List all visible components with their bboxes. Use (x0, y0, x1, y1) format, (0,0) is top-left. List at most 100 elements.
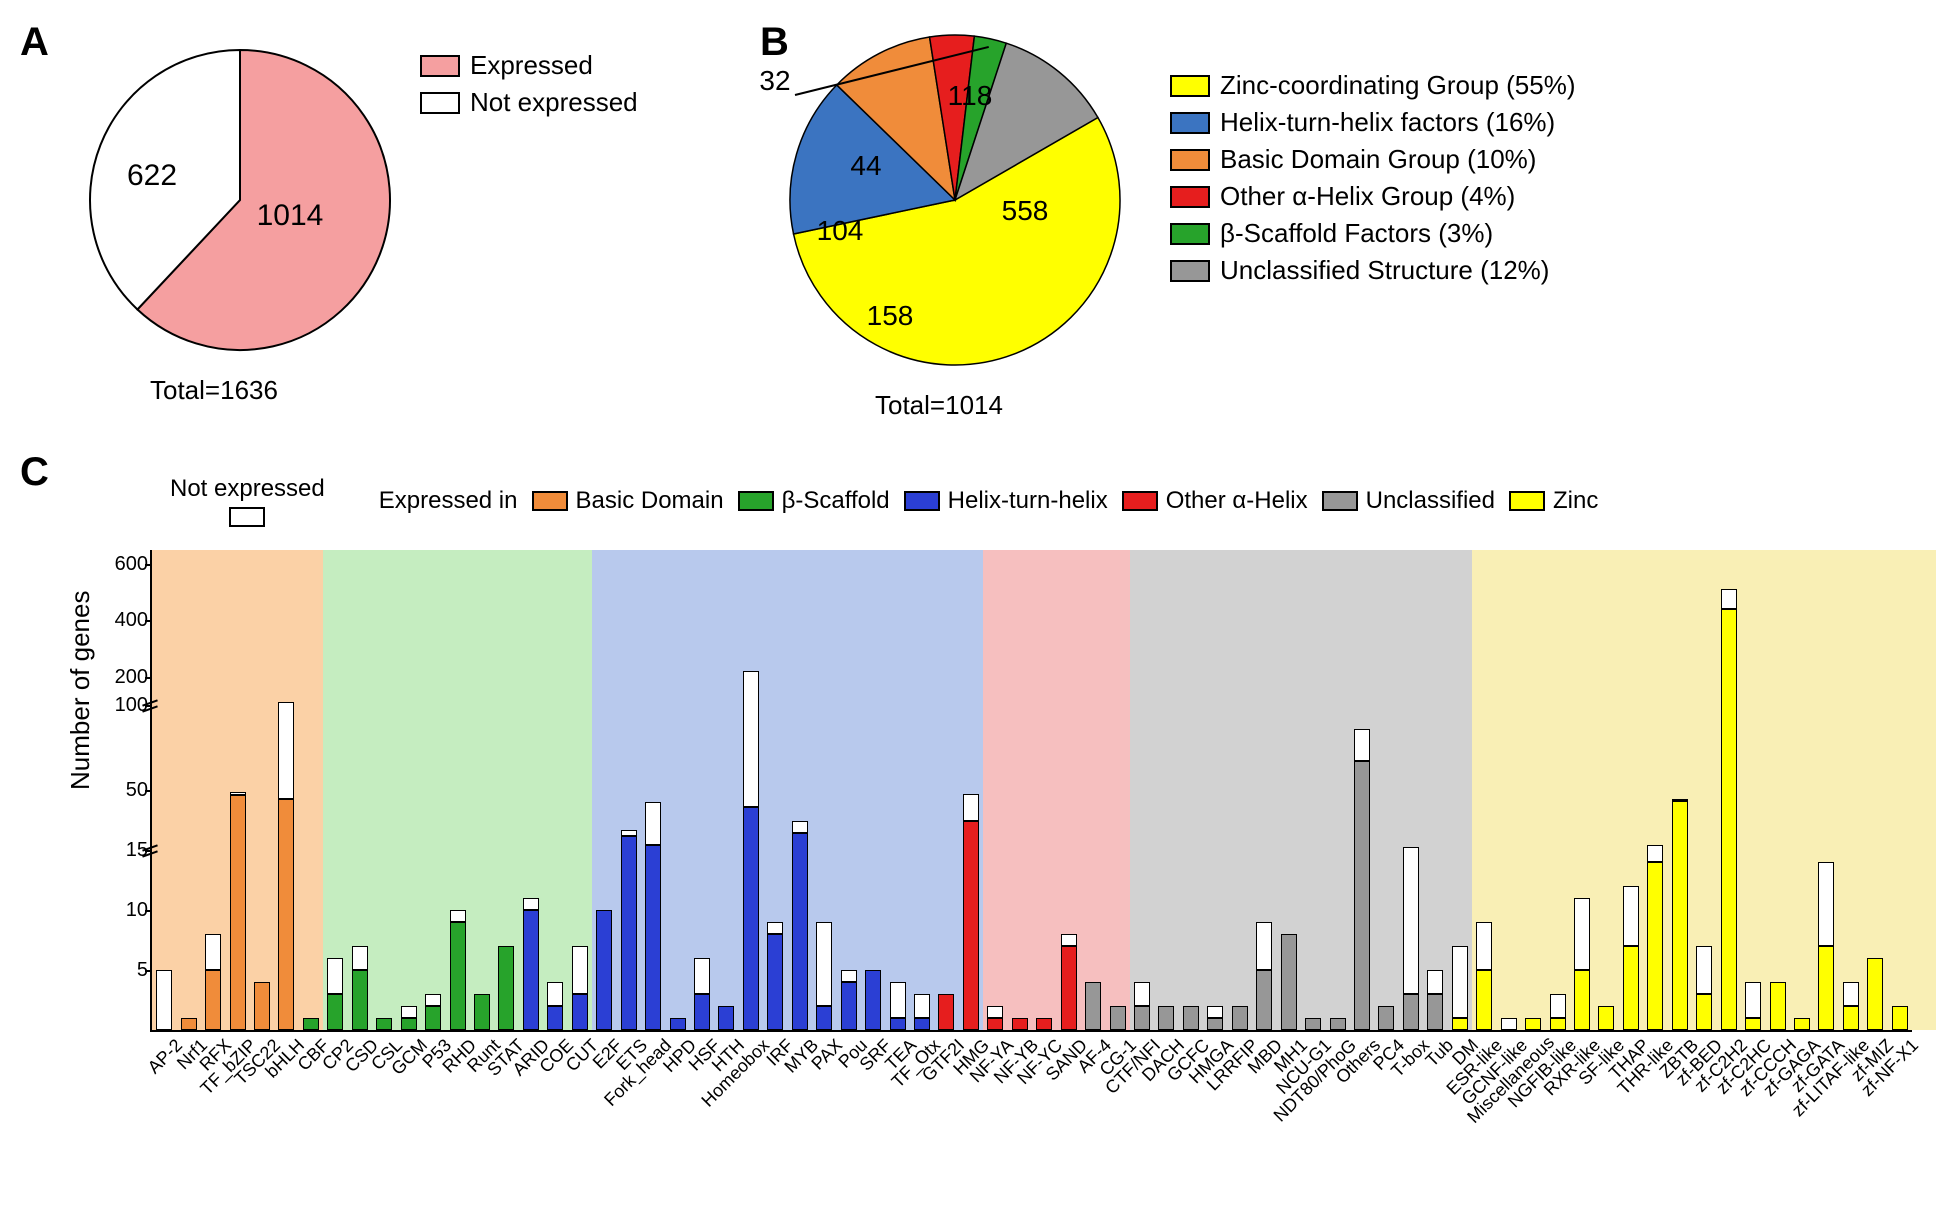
bar-not-expressed (1207, 1006, 1223, 1018)
legend-swatch (1170, 186, 1210, 208)
bar-expressed (547, 1006, 563, 1030)
bar-expressed (718, 1006, 734, 1030)
bar-expressed (1476, 970, 1492, 1030)
y-tick-label: 200 (98, 666, 148, 689)
bar-expressed (1134, 1006, 1150, 1030)
pie-a-legend: ExpressedNot expressed (420, 50, 638, 124)
bar-not-expressed (230, 792, 246, 795)
bar-not-expressed (1452, 946, 1468, 1018)
bar-expressed (498, 946, 514, 1030)
bar-expressed (1403, 994, 1419, 1030)
bar-expressed (1550, 1018, 1566, 1030)
legend-item: Unclassified Structure (12%) (1170, 255, 1576, 286)
pie-slice-value: 32 (759, 65, 790, 96)
bar-expressed (1452, 1018, 1468, 1030)
bar-expressed (1696, 994, 1712, 1030)
bar-not-expressed (450, 910, 466, 922)
bar-expressed (1232, 1006, 1248, 1030)
bar-expressed (1281, 934, 1297, 1030)
bar-expressed (841, 982, 857, 1030)
pie-slice-value: 1014 (257, 199, 324, 232)
legend-label: Not expressed (470, 87, 638, 118)
bar-expressed (1525, 1018, 1541, 1030)
legend-swatch (1170, 260, 1210, 282)
bar-not-expressed (1574, 898, 1590, 970)
bar-expressed (1012, 1018, 1028, 1030)
bar-expressed (1867, 958, 1883, 1030)
bar-expressed (743, 807, 759, 1030)
bar-not-expressed (1550, 994, 1566, 1018)
bar-expressed (1110, 1006, 1126, 1030)
bar-bg-region (983, 550, 1130, 1030)
legend-label: Helix-turn-helix factors (16%) (1220, 107, 1555, 138)
bar-expressed (694, 994, 710, 1030)
y-tick-label: 400 (98, 609, 148, 632)
pie-slice-value: 158 (867, 300, 914, 331)
bar-not-expressed (523, 898, 539, 910)
bar-expressed (401, 1018, 417, 1030)
pie-b: 5581581044432118 (790, 35, 1120, 365)
pie-slice-value: 558 (1002, 195, 1049, 226)
pie-b-legend: Zinc-coordinating Group (55%) Helix-turn-… (1170, 70, 1576, 292)
bar-not-expressed (841, 970, 857, 982)
y-tick-label: 50 (98, 779, 148, 802)
bar-expressed (327, 994, 343, 1030)
bar-expressed (1085, 982, 1101, 1030)
bar-not-expressed (352, 946, 368, 970)
bar-not-expressed (1354, 729, 1370, 761)
bar-expressed (1794, 1018, 1810, 1030)
bar-not-expressed (1818, 862, 1834, 946)
bar-expressed (205, 970, 221, 1030)
y-tick-label: 10 (98, 899, 148, 922)
bar-expressed (1672, 801, 1688, 1030)
pie-slice-value: 622 (127, 159, 177, 192)
legend-swatch (1170, 149, 1210, 171)
bar-not-expressed (963, 794, 979, 821)
bar-not-expressed (767, 922, 783, 934)
bar-expressed (352, 970, 368, 1030)
bar-expressed (596, 910, 612, 1030)
legend-item: Other α-Helix Group (4%) (1170, 181, 1576, 212)
legend-item: Zinc-coordinating Group (55%) (1170, 70, 1576, 101)
bar-expressed (278, 799, 294, 1030)
legend-swatch (1170, 75, 1210, 97)
y-tick-label: 100 (98, 694, 148, 717)
bar-expressed (816, 1006, 832, 1030)
y-tick-label: 5 (98, 959, 148, 982)
bar-expressed (1207, 1018, 1223, 1030)
y-tick-label: 600 (98, 553, 148, 576)
bar-not-expressed (743, 671, 759, 807)
bar-not-expressed (1427, 970, 1443, 994)
bar-expressed (914, 1018, 930, 1030)
bar-expressed (1721, 609, 1737, 1030)
bar-expressed (1770, 982, 1786, 1030)
bar-expressed (1892, 1006, 1908, 1030)
bar-expressed (425, 1006, 441, 1030)
legend-swatch (1170, 112, 1210, 134)
bar-expressed (1305, 1018, 1321, 1030)
bar-not-expressed (1403, 847, 1419, 994)
bar-expressed (792, 833, 808, 1030)
bar-not-expressed (1256, 922, 1272, 970)
bar-not-expressed (425, 994, 441, 1006)
pie-slice-value: 104 (817, 215, 864, 246)
figure: A 1014622 ExpressedNot expressed Total=1… (20, 20, 1926, 1201)
bar-not-expressed (327, 958, 343, 994)
bar-chart: Number of genes 5101550100200400600 AP-2… (60, 470, 1920, 1190)
bar-expressed (865, 970, 881, 1030)
legend-label: Basic Domain Group (10%) (1220, 144, 1536, 175)
bar-expressed (1623, 946, 1639, 1030)
bar-ylabel: Number of genes (65, 591, 96, 790)
legend-label: β-Scaffold Factors (3%) (1220, 218, 1493, 249)
bar-expressed (1036, 1018, 1052, 1030)
bar-expressed (1818, 946, 1834, 1030)
pie-slice-value: 118 (948, 80, 993, 111)
bar-expressed (938, 994, 954, 1030)
legend-item: Basic Domain Group (10%) (1170, 144, 1576, 175)
bar-not-expressed (1061, 934, 1077, 946)
bar-not-expressed (1745, 982, 1761, 1018)
bar-expressed (1330, 1018, 1346, 1030)
bar-not-expressed (1501, 1018, 1517, 1030)
legend-label: Other α-Helix Group (4%) (1220, 181, 1515, 212)
bar-not-expressed (547, 982, 563, 1006)
